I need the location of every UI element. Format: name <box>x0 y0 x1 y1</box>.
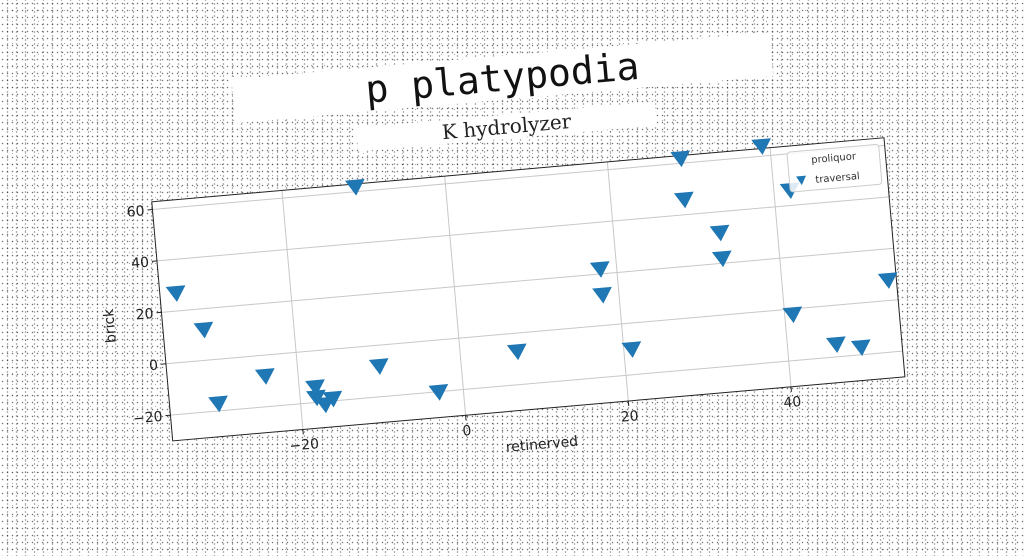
y-axis-label: brick <box>101 307 120 343</box>
y-tick-label: 60 <box>126 203 145 220</box>
x-tick-label: −20 <box>289 436 320 455</box>
x-axis-label: retinerved <box>505 434 579 456</box>
x-tick-label: 40 <box>783 394 802 411</box>
legend-box <box>787 144 882 192</box>
x-tick-label: 0 <box>462 423 472 440</box>
y-tick-label: −20 <box>132 409 163 428</box>
y-tick-label: 0 <box>148 357 158 374</box>
y-tick-label: 20 <box>135 306 154 323</box>
x-tick-label: 20 <box>620 408 639 425</box>
y-tick-label: 40 <box>131 255 150 272</box>
